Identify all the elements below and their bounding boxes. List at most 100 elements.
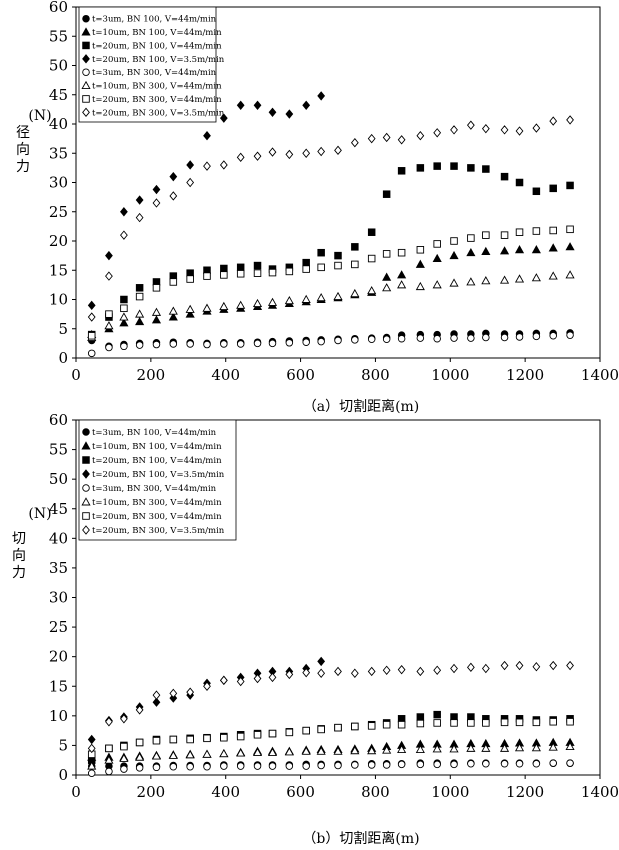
y-tick-label: 25 bbox=[49, 203, 68, 221]
legend-label: t=20um, BN 300, V=3.5m/min bbox=[92, 526, 225, 536]
data-point bbox=[500, 172, 509, 181]
data-point bbox=[87, 743, 96, 754]
data-point bbox=[566, 225, 574, 234]
data-point bbox=[151, 307, 162, 316]
data-point bbox=[220, 733, 228, 742]
y-tick-label: 25 bbox=[49, 618, 68, 636]
data-point bbox=[515, 228, 524, 236]
data-point bbox=[268, 147, 277, 157]
data-point bbox=[515, 178, 524, 187]
data-point bbox=[382, 283, 392, 292]
data-point bbox=[333, 291, 343, 301]
data-point bbox=[252, 298, 263, 308]
data-point bbox=[285, 669, 294, 680]
data-point bbox=[302, 667, 311, 678]
data-point bbox=[467, 164, 475, 172]
data-point bbox=[120, 304, 128, 313]
data-point bbox=[302, 148, 311, 158]
data-point bbox=[433, 162, 441, 170]
data-point bbox=[87, 312, 96, 322]
data-point bbox=[236, 732, 245, 741]
series-1 bbox=[87, 242, 575, 339]
data-point bbox=[203, 681, 211, 691]
legend-label: t=3um, BN 100, V=44m/min bbox=[92, 428, 217, 438]
data-point bbox=[316, 293, 326, 302]
y-axis-unit: (N) bbox=[28, 108, 51, 124]
data-point bbox=[120, 207, 128, 217]
data-point bbox=[169, 688, 178, 699]
data-point bbox=[203, 161, 211, 171]
data-point bbox=[87, 300, 96, 311]
data-point bbox=[566, 718, 574, 726]
data-point bbox=[450, 663, 458, 674]
data-point bbox=[433, 710, 441, 719]
data-point bbox=[219, 675, 228, 686]
data-point bbox=[219, 748, 229, 758]
data-point bbox=[135, 752, 145, 761]
data-point bbox=[152, 184, 161, 195]
data-point bbox=[397, 135, 406, 145]
data-point bbox=[236, 263, 245, 272]
data-point bbox=[514, 245, 525, 254]
data-point bbox=[119, 318, 129, 327]
data-point bbox=[499, 246, 510, 255]
data-point bbox=[466, 277, 476, 286]
data-point bbox=[253, 100, 262, 110]
data-point bbox=[253, 762, 262, 770]
data-point bbox=[367, 666, 376, 677]
data-point bbox=[549, 226, 557, 235]
data-point bbox=[168, 306, 178, 315]
data-point bbox=[317, 263, 325, 272]
data-point bbox=[433, 128, 442, 138]
data-point bbox=[565, 270, 575, 279]
legend-label: t=20um, BN 300, V=3.5m/min bbox=[92, 108, 225, 118]
data-point bbox=[532, 123, 541, 133]
series-7 bbox=[87, 115, 574, 322]
data-point bbox=[87, 332, 96, 340]
data-point bbox=[169, 171, 178, 182]
data-point bbox=[135, 212, 144, 223]
y-tick-label: 45 bbox=[49, 500, 68, 518]
y-tick-label: 15 bbox=[49, 261, 68, 279]
data-point bbox=[317, 668, 326, 678]
data-point bbox=[351, 761, 359, 769]
series-6 bbox=[87, 225, 574, 340]
data-point bbox=[301, 746, 311, 755]
x-tick-label: 1200 bbox=[506, 366, 544, 384]
legend-label: t=3um, BN 300, V=44m/min bbox=[92, 68, 217, 78]
data-point bbox=[449, 744, 459, 753]
data-point bbox=[185, 750, 195, 759]
legend-marker bbox=[82, 41, 90, 50]
data-point bbox=[549, 116, 558, 126]
data-point bbox=[350, 668, 359, 678]
y-tick-label: 15 bbox=[49, 677, 68, 695]
data-point bbox=[531, 743, 541, 752]
series-3 bbox=[87, 91, 326, 311]
data-point bbox=[186, 160, 195, 170]
data-point bbox=[382, 335, 391, 344]
data-point bbox=[367, 254, 376, 263]
data-point bbox=[253, 339, 262, 348]
data-point bbox=[104, 321, 114, 330]
data-point bbox=[481, 276, 491, 285]
legend-marker bbox=[81, 27, 91, 36]
legend-marker bbox=[82, 54, 90, 64]
y-axis-title: 切向力 bbox=[10, 531, 26, 582]
data-point bbox=[333, 746, 343, 755]
y-axis-unit: (N) bbox=[28, 506, 51, 522]
data-point bbox=[382, 720, 391, 729]
data-point bbox=[416, 246, 425, 254]
data-point bbox=[397, 270, 407, 279]
data-point bbox=[548, 243, 558, 252]
data-point bbox=[236, 100, 245, 110]
data-point bbox=[450, 719, 458, 727]
series-2 bbox=[87, 710, 574, 764]
data-point bbox=[135, 284, 144, 292]
data-point bbox=[186, 340, 194, 348]
legend-marker bbox=[81, 441, 91, 450]
y-tick-label: 40 bbox=[49, 529, 68, 547]
y-tick-label: 60 bbox=[49, 0, 68, 16]
data-point bbox=[105, 343, 113, 352]
data-point bbox=[433, 240, 441, 248]
data-point bbox=[565, 741, 575, 751]
